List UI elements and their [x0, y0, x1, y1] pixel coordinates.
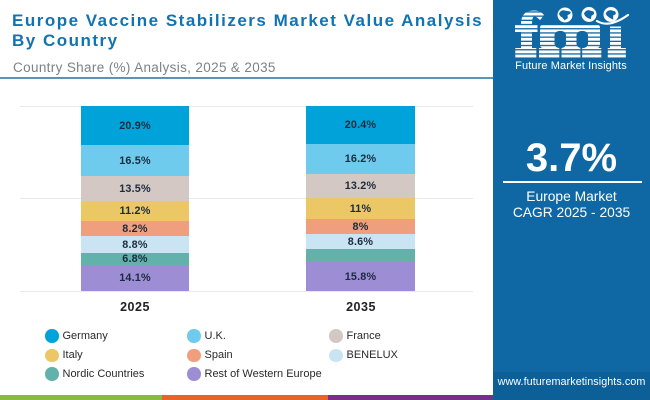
svg-text:Future Market Insights: Future Market Insights	[515, 60, 627, 72]
